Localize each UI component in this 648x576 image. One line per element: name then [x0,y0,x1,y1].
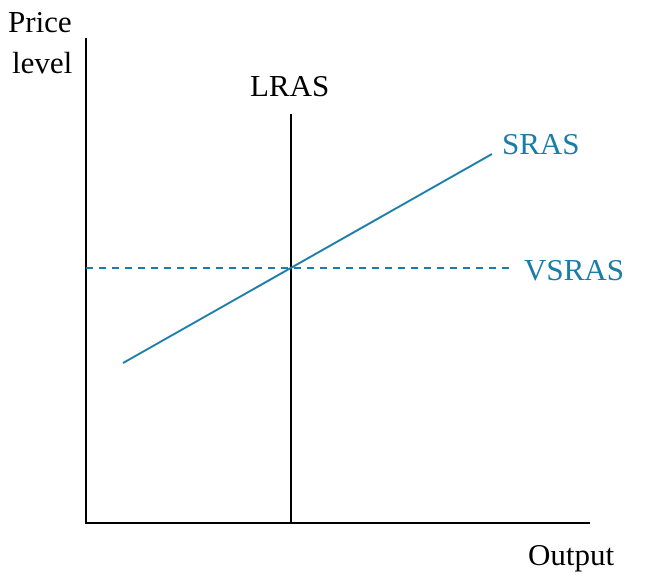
sras-line [122,153,493,364]
vsras-label: VSRAS [524,252,624,287]
sras-label: SRAS [502,126,580,161]
x-axis-label: Output [528,537,615,572]
y-axis-label-line2: level [12,45,72,80]
lras-label: LRAS [250,68,329,103]
y-axis-label-line1: Price [8,4,72,39]
